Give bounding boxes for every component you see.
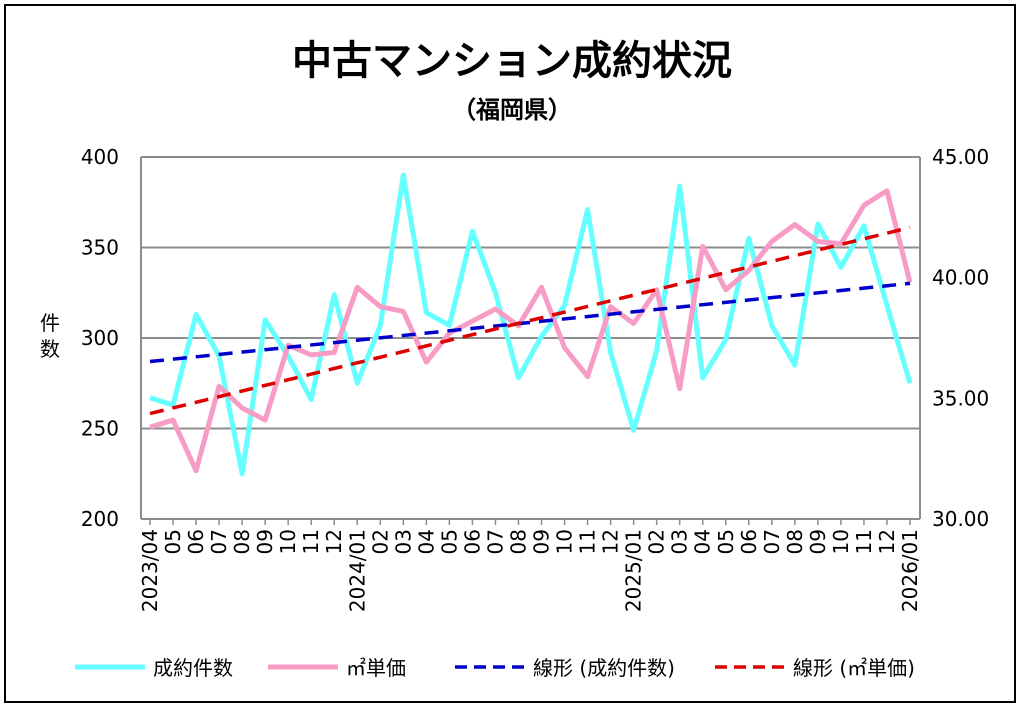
y-axis-label-2: 数 xyxy=(40,337,60,361)
y-tick-label: 250 xyxy=(81,417,119,441)
x-tick-label: 12 xyxy=(599,529,623,554)
x-tick-label: 09 xyxy=(530,529,554,554)
x-tick-label: 05 xyxy=(161,529,185,554)
legend-label-4: 線形 (㎡単価) xyxy=(793,656,915,680)
x-tick-label: 2024/01 xyxy=(345,529,369,612)
x-tick-label: 09 xyxy=(253,529,277,554)
x-tick-label: 05 xyxy=(437,529,461,554)
x-tick-label: 12 xyxy=(322,529,346,554)
x-tick-label: 12 xyxy=(875,529,899,554)
y-tick-label: 300 xyxy=(81,326,119,350)
chart-frame xyxy=(4,4,1016,703)
chart-subtitle: （福岡県） xyxy=(452,96,572,124)
x-tick-label: 08 xyxy=(230,529,254,554)
x-tick-label: 05 xyxy=(714,529,738,554)
x-tick-label: 10 xyxy=(553,529,577,554)
y2-tick-label: 45.00 xyxy=(932,145,989,169)
x-tick-label: 02 xyxy=(645,529,669,554)
x-tick-label: 02 xyxy=(368,529,392,554)
x-tick-label: 2026/01 xyxy=(898,529,922,612)
x-tick-label: 11 xyxy=(852,529,876,554)
y-axis-label-1: 件 xyxy=(40,311,60,335)
x-tick-label: 2025/01 xyxy=(622,529,646,612)
x-tick-label: 07 xyxy=(760,529,784,554)
y2-tick-label: 30.00 xyxy=(932,507,989,531)
x-tick-label: 08 xyxy=(506,529,530,554)
legend-label-3: 線形 (成約件数) xyxy=(533,656,675,680)
x-tick-label: 09 xyxy=(806,529,830,554)
chart-title: 中古マンション成約状況 xyxy=(292,38,732,84)
x-tick-label: 08 xyxy=(783,529,807,554)
x-tick-label: 04 xyxy=(691,529,715,554)
trendline-2 xyxy=(149,225,911,416)
legend-label-1: 成約件数 xyxy=(153,656,233,680)
y-tick-label: 400 xyxy=(81,145,119,169)
trendline-1 xyxy=(149,281,911,364)
x-tick-label: 11 xyxy=(576,529,600,554)
x-tick-label: 04 xyxy=(414,529,438,554)
y2-tick-label: 35.00 xyxy=(932,386,989,410)
series-line-1 xyxy=(149,172,913,477)
x-tick-label: 06 xyxy=(184,529,208,554)
y2-tick-label: 40.00 xyxy=(932,266,989,290)
y-tick-label: 350 xyxy=(81,236,119,260)
x-tick-label: 10 xyxy=(829,529,853,554)
x-tick-label: 2023/04 xyxy=(138,529,162,612)
x-tick-label: 03 xyxy=(668,529,692,554)
x-tick-label: 06 xyxy=(737,529,761,554)
x-tick-label: 11 xyxy=(299,529,323,554)
legend-label-2: ㎡単価 xyxy=(346,656,406,680)
x-tick-label: 07 xyxy=(207,529,231,554)
series-line-2 xyxy=(149,188,913,474)
x-tick-label: 06 xyxy=(460,529,484,554)
x-tick-label: 07 xyxy=(483,529,507,554)
x-tick-label: 10 xyxy=(276,529,300,554)
y-tick-label: 200 xyxy=(81,507,119,531)
x-tick-label: 03 xyxy=(391,529,415,554)
